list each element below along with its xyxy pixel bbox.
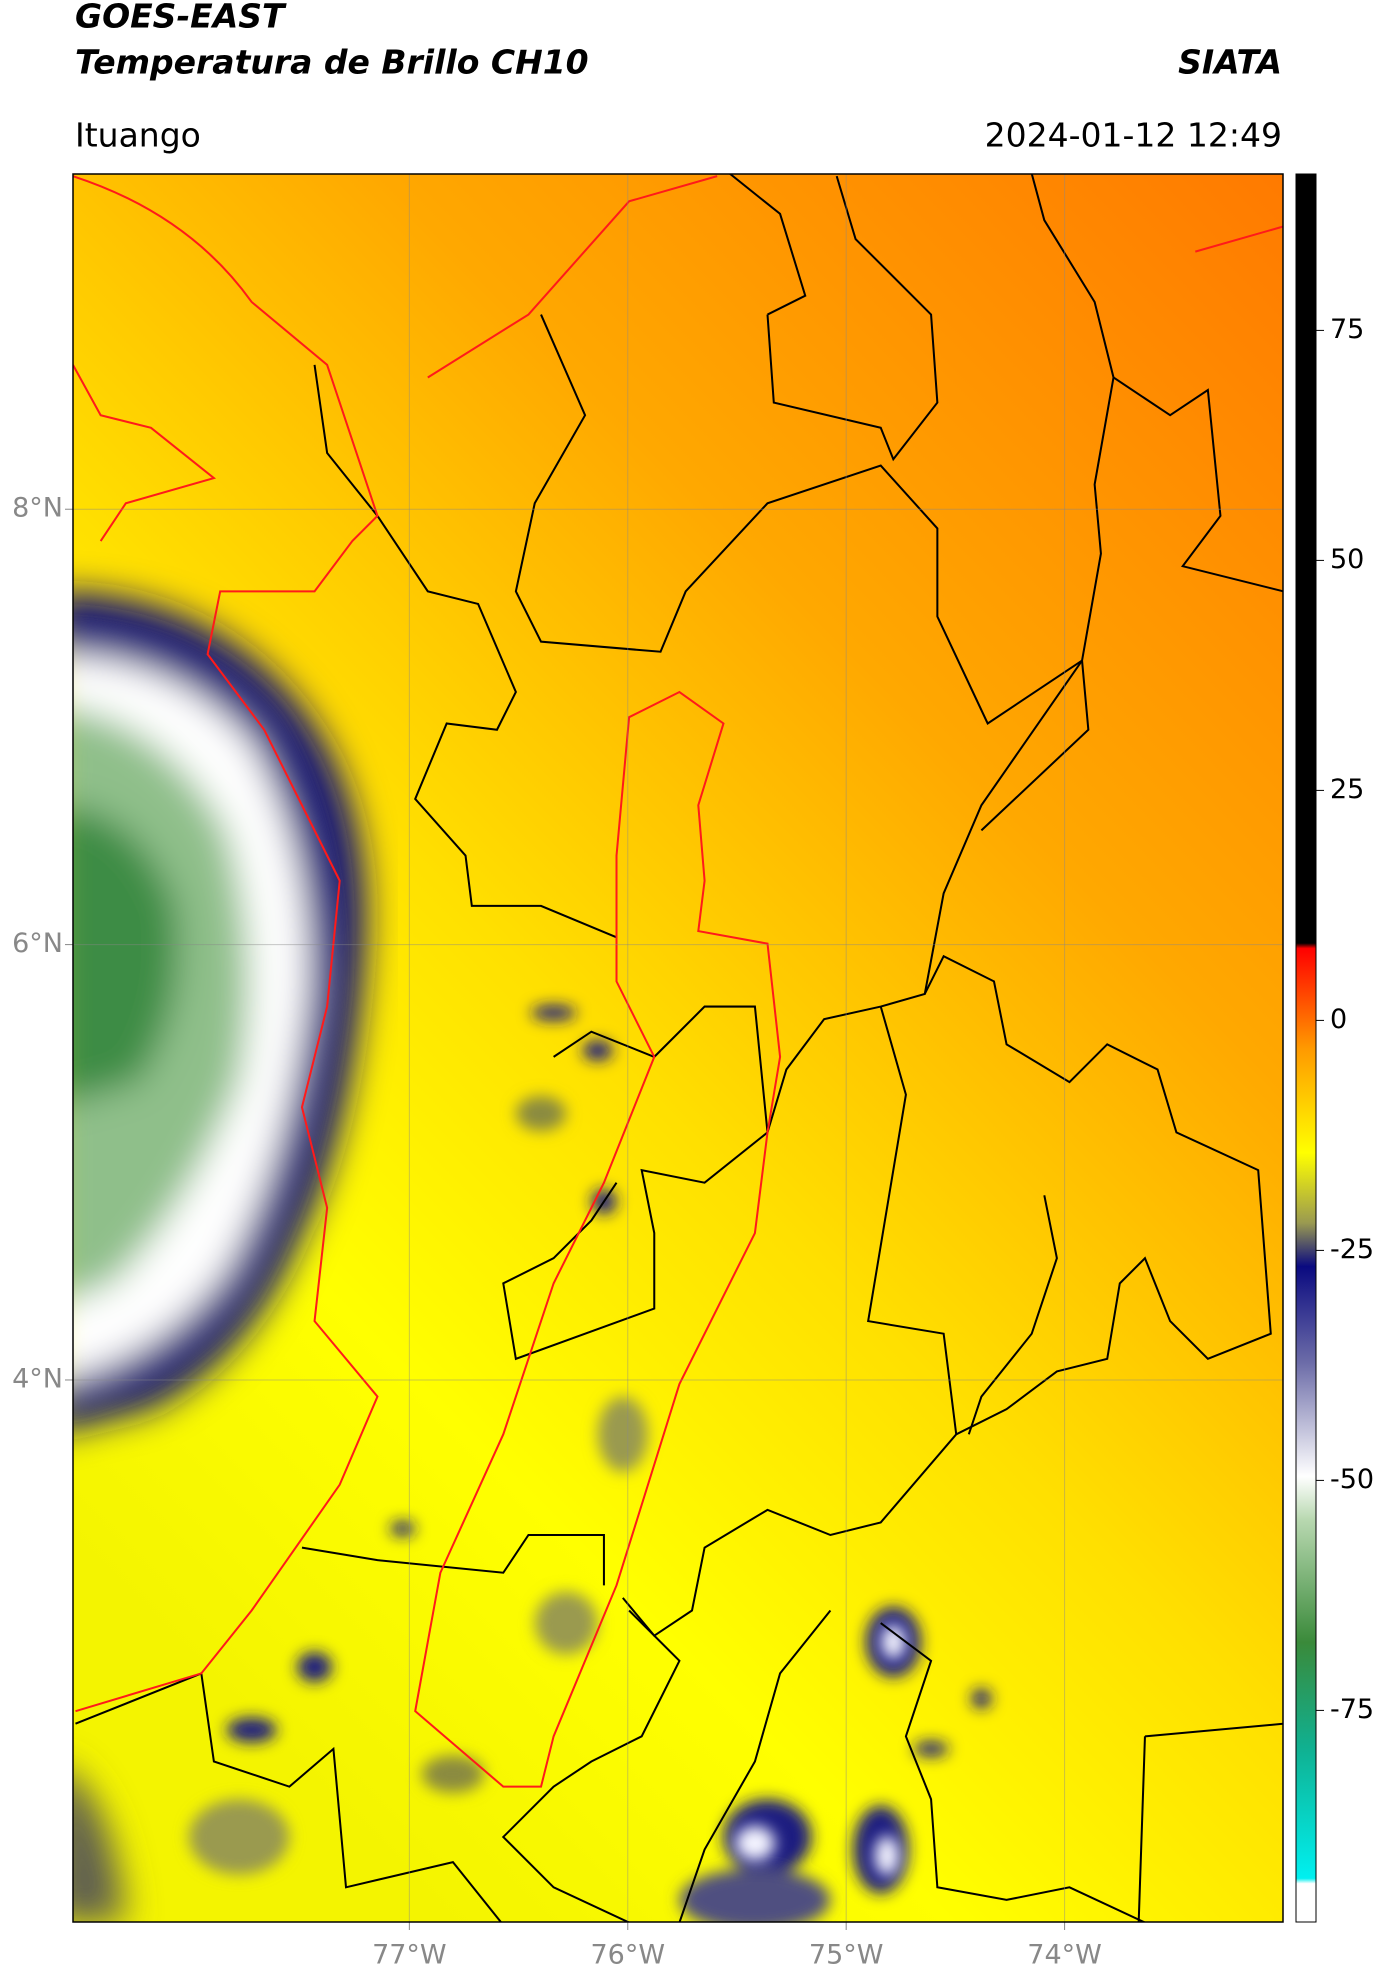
colorbar-tick-label: 0 [1330, 1004, 1347, 1035]
x-tick-label: 75°W [809, 1940, 884, 1971]
subtitle: Temperatura de Brillo CH10 [75, 43, 589, 82]
x-tick-label: 76°W [590, 1940, 665, 1971]
borders [75, 174, 1283, 1922]
map-image [73, 174, 1283, 1922]
map-frame [72, 173, 1284, 1923]
x-tick-label: 74°W [1027, 1940, 1102, 1971]
x-tick-label: 77°W [372, 1940, 447, 1971]
y-tick-label: 4°N [12, 1363, 63, 1394]
grid-layer: 77°W 76°W 75°W 74°W 8°N 6°N 4°N 75 50 25 0 -25 -50 -7… [12, 174, 1374, 1971]
colorbar-tick-label: -25 [1330, 1234, 1374, 1265]
colorbar-tick-label: -75 [1330, 1694, 1374, 1725]
cloud-field [73, 174, 1283, 1922]
org: SIATA [1178, 43, 1282, 82]
y-tick-label: 8°N [12, 493, 63, 524]
y-tick-label: 6°N [12, 928, 63, 959]
colorbar [1295, 173, 1317, 1923]
location: Ituango [75, 116, 201, 155]
red-lines [73, 175, 1283, 1788]
colorbar-tick-label: -50 [1330, 1464, 1374, 1495]
datetime: 2024-01-12 12:49 [985, 116, 1282, 155]
colorbar-tick-label: 25 [1330, 774, 1364, 805]
colorbar-tick-label: 50 [1330, 544, 1364, 575]
title: GOES-EAST [75, 0, 287, 36]
colorbar-tick-label: 75 [1330, 314, 1364, 345]
